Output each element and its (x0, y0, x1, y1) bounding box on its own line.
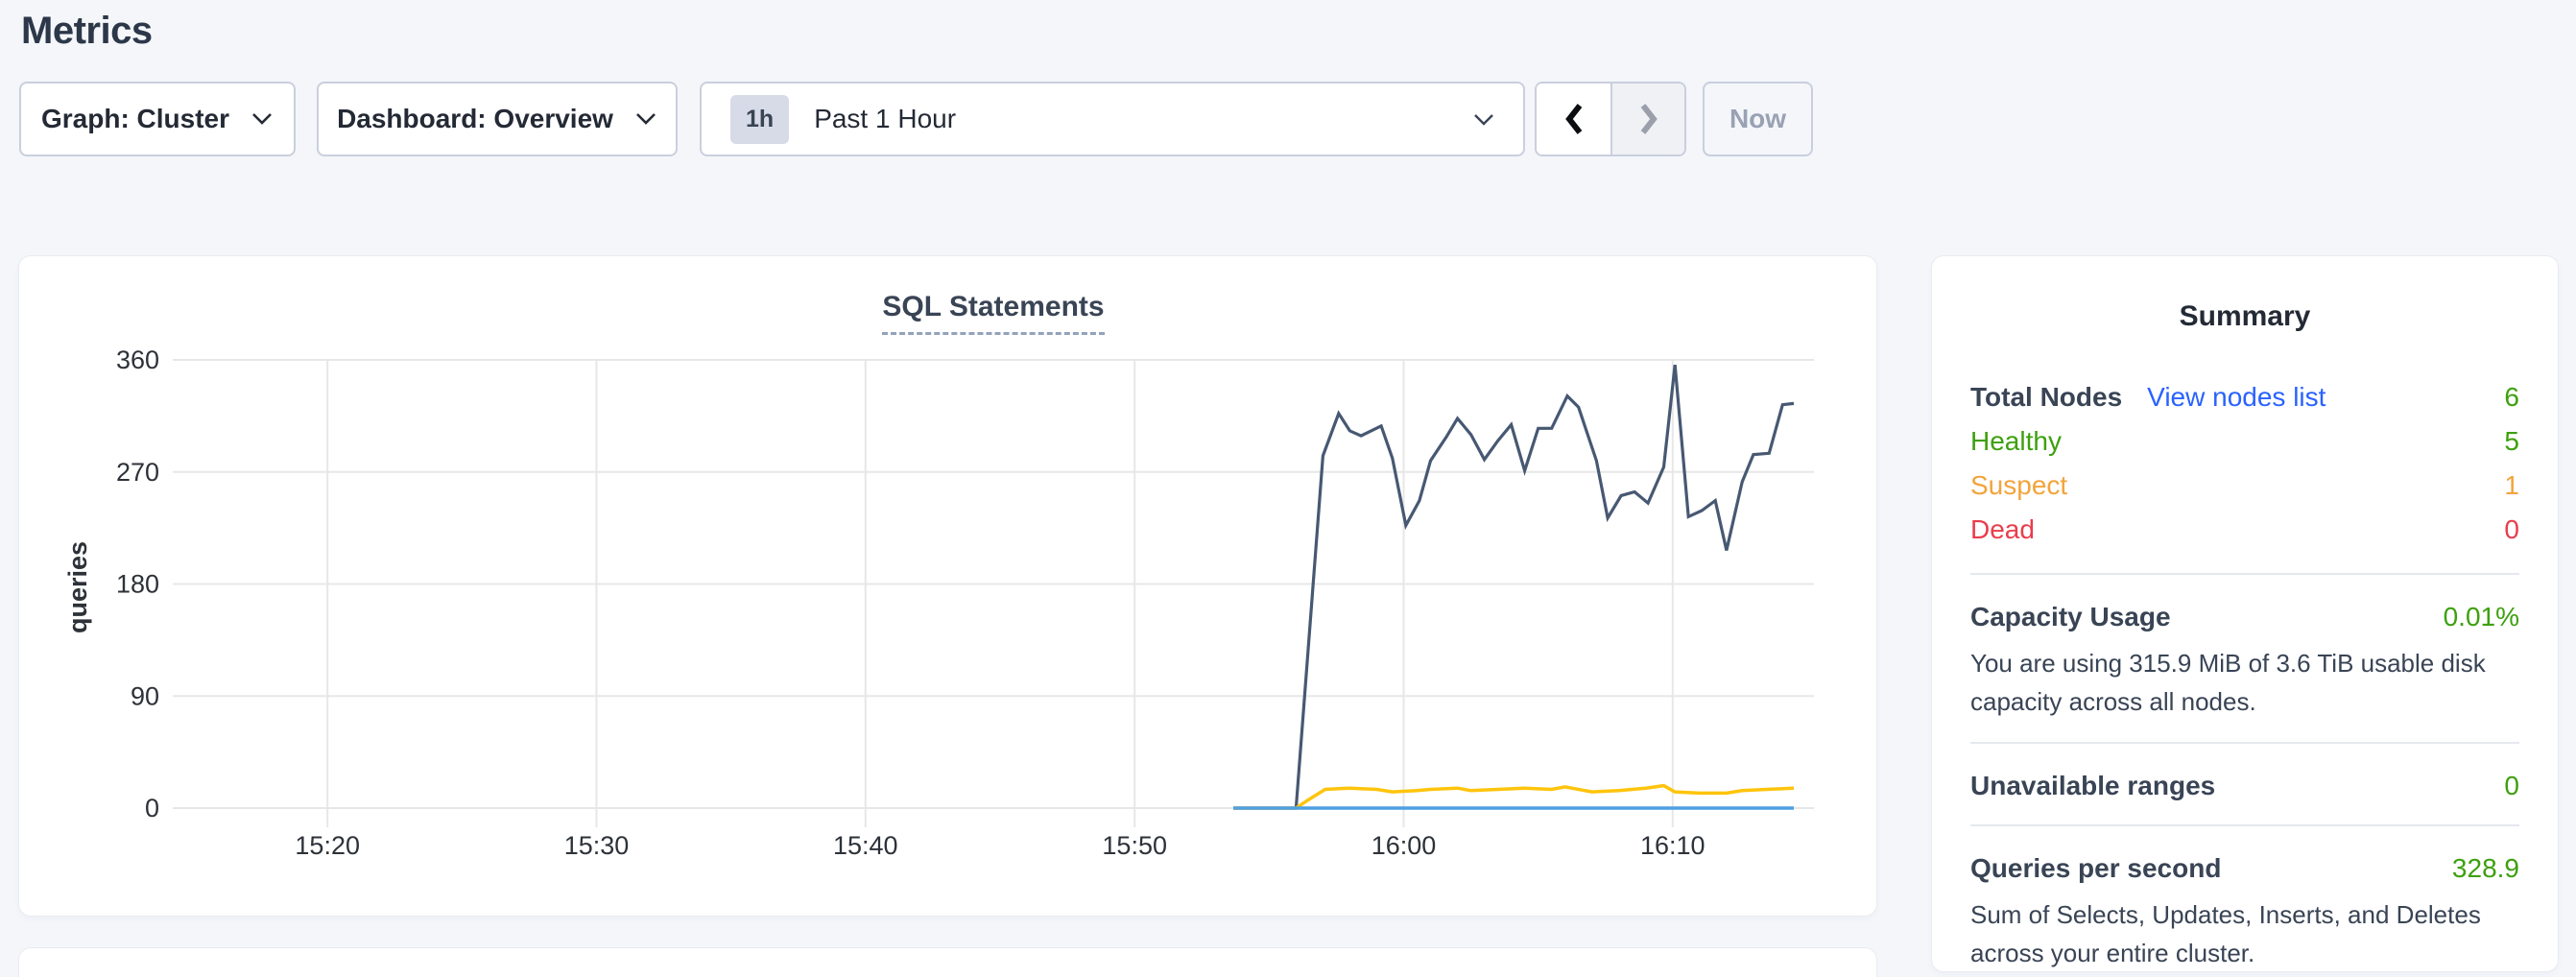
y-tick-label: 270 (116, 458, 159, 487)
queries-per-second-section: Queries per second 328.9 Sum of Selects,… (1970, 851, 2519, 972)
now-button[interactable]: Now (1703, 82, 1813, 156)
node-status-list: Total Nodes View nodes list 6 Healthy 5 … (1970, 375, 2519, 552)
graph-scope-label: Graph: Cluster (40, 104, 230, 133)
summary-panel: Summary Total Nodes View nodes list 6 He… (1932, 256, 2558, 971)
dashboard-content: SQL Statements 15:20 15:30 15:40 15:50 16:00… (19, 256, 2576, 971)
y-axis-title: queries (63, 541, 92, 633)
y-tick-label: 0 (145, 794, 159, 822)
x-tick-label: 15:30 (564, 831, 630, 860)
x-tick-label: 16:00 (1371, 831, 1437, 860)
time-range-label: Past 1 Hour (814, 104, 957, 133)
chart-title-text[interactable]: SQL Statements (882, 291, 1105, 335)
healthy-value: 5 (2504, 426, 2519, 456)
divider (1970, 824, 2519, 826)
total-nodes-label: Total Nodes (1970, 382, 2123, 412)
chart-title[interactable]: SQL Statements (173, 291, 1814, 335)
x-tick-label: 16:10 (1640, 831, 1705, 860)
graph-scope-dropdown[interactable]: Graph: Cluster (19, 82, 296, 156)
dead-nodes-row: Dead 0 (1970, 508, 2519, 552)
x-tick-label: 15:20 (295, 831, 360, 860)
suspect-nodes-row: Suspect 1 (1970, 464, 2519, 508)
capacity-usage-value: 0.01% (2443, 602, 2519, 631)
dead-label: Dead (1970, 514, 2035, 544)
summary-title: Summary (2179, 300, 2311, 332)
chevron-right-icon (1640, 104, 1658, 134)
dashboard-label: Dashboard: Overview (337, 104, 613, 133)
unavailable-ranges-section: Unavailable ranges 0 (1970, 769, 2519, 803)
metrics-toolbar: Graph: Cluster Dashboard: Overview 1h Pa… (19, 82, 2576, 156)
chevron-down-icon (252, 113, 272, 125)
divider (1970, 573, 2519, 575)
x-tick-label: 15:40 (833, 831, 898, 860)
time-backward-button[interactable] (1537, 83, 1610, 155)
divider (1970, 742, 2519, 744)
suspect-value: 1 (2504, 470, 2519, 500)
unavailable-ranges-label: Unavailable ranges (1970, 771, 2216, 800)
page-title: Metrics (21, 10, 153, 52)
x-tick-label: 15:50 (1102, 831, 1167, 860)
chevron-down-icon (636, 113, 656, 125)
time-range-badge: 1h (730, 94, 790, 144)
chevron-down-icon (1474, 113, 1493, 126)
chevron-left-icon (1564, 104, 1582, 134)
capacity-usage-section: Capacity Usage 0.01% You are using 315.9… (1970, 600, 2519, 721)
series-yellow-line (1233, 783, 1795, 810)
time-forward-button[interactable] (1610, 83, 1684, 155)
queries-per-second-value: 328.9 (2451, 853, 2519, 883)
queries-per-second-label: Queries per second (1970, 853, 2222, 883)
healthy-label: Healthy (1970, 426, 2062, 456)
y-tick-label: 360 (116, 346, 159, 374)
next-chart-card-edge (19, 948, 1876, 977)
capacity-usage-label: Capacity Usage (1970, 602, 2171, 631)
suspect-label: Suspect (1970, 470, 2068, 500)
dead-value: 0 (2504, 514, 2519, 544)
unavailable-ranges-value: 0 (2504, 771, 2519, 800)
queries-per-second-description: Sum of Selects, Updates, Inserts, and De… (1970, 900, 2481, 967)
series-dark-slate-line (1233, 365, 1795, 810)
y-tick-label: 90 (131, 681, 159, 710)
total-nodes-value: 6 (2504, 382, 2519, 412)
sql-statements-plot[interactable]: 15:20 15:30 15:40 15:50 16:00 16:10 0 90 180 270 3… (19, 256, 1876, 890)
time-range-dropdown[interactable]: 1h Past 1 Hour (700, 82, 1525, 156)
healthy-nodes-row: Healthy 5 (1970, 419, 2519, 464)
time-shift-button-group (1535, 82, 1686, 156)
sql-statements-chart-card: SQL Statements 15:20 15:30 15:40 15:50 16:00… (19, 256, 1876, 916)
dashboard-dropdown[interactable]: Dashboard: Overview (317, 82, 678, 156)
total-nodes-row: Total Nodes View nodes list 6 (1970, 375, 2519, 419)
capacity-usage-description: You are using 315.9 MiB of 3.6 TiB usabl… (1970, 649, 2486, 716)
view-nodes-list-link[interactable]: View nodes list (2147, 382, 2326, 412)
y-tick-label: 180 (116, 570, 159, 599)
